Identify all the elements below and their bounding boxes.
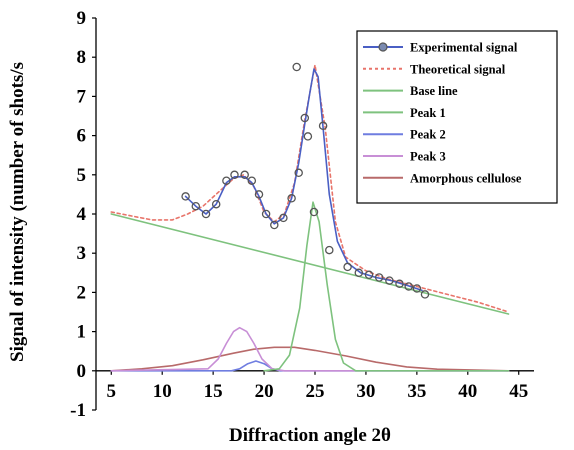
experimental-data-point: [404, 282, 413, 291]
y-tick-label: 1: [77, 322, 87, 343]
experimental-data-point: [211, 199, 221, 209]
experimental-data-point: [309, 207, 319, 217]
y-tick-label: 7: [77, 86, 87, 107]
x-tick-label: 25: [306, 381, 325, 402]
experimental-data-point: [201, 209, 211, 219]
experimental-data-point: [254, 190, 264, 199]
x-tick-label: 35: [407, 381, 426, 402]
y-tick-label: 6: [77, 126, 87, 147]
y-tick-label: 9: [77, 8, 87, 29]
x-tick-label: 10: [153, 381, 172, 402]
experimental-data-point: [230, 170, 239, 180]
y-tick-label: -1: [70, 400, 86, 421]
x-tick-label: 20: [255, 381, 274, 402]
experimental-data-point: [364, 270, 374, 280]
x-tick-label: 30: [356, 381, 375, 402]
experimental-data-point: [261, 209, 271, 219]
experimental-data-point: [303, 132, 313, 141]
y-tick-label: 3: [77, 243, 87, 264]
legend-label-base-line: Base line: [410, 84, 458, 98]
experimental-data-point: [292, 62, 301, 72]
experimental-data-point: [343, 262, 352, 272]
experimental-data-point: [385, 276, 394, 285]
legend-label-experimental-signal: Experimental signal: [410, 41, 518, 55]
x-tick-label: 45: [509, 381, 528, 402]
experimental-data-point: [270, 220, 279, 230]
legend-label-peak-1: Peak 1: [410, 106, 446, 120]
experimental-data-point: [191, 201, 201, 211]
series-peak-1: [263, 201, 510, 372]
legend-label-peak-3: Peak 3: [410, 150, 446, 164]
legend-label-theoretical-signal: Theoretical signal: [410, 62, 506, 76]
x-tick-label: 5: [107, 381, 117, 402]
y-tick-label: 2: [77, 282, 87, 303]
legend-box: [356, 30, 558, 204]
legend-marker-icon: [378, 42, 388, 52]
experimental-data-point: [420, 290, 430, 299]
experimental-data-point: [240, 170, 249, 180]
experimental-markers: [181, 62, 430, 299]
y-tick-label: 4: [77, 204, 87, 225]
y-axis-label: Signal of intensity (number of shots/s: [7, 62, 28, 362]
experimental-data-point: [374, 273, 384, 282]
experimental-data-point: [279, 213, 288, 223]
experimental-data-point: [181, 192, 190, 201]
series-base-line: [110, 213, 510, 315]
experimental-data-point: [287, 194, 296, 203]
experimental-data-point: [222, 176, 231, 185]
experimental-data-point: [354, 268, 364, 278]
experimental-data-point: [325, 245, 334, 255]
x-tick-label: 15: [204, 381, 223, 402]
x-axis-label: Diffraction angle 2θ: [229, 425, 391, 446]
series-amorphous-cellulose: [110, 346, 510, 372]
experimental-data-point: [395, 279, 404, 289]
x-tick-label: 40: [458, 381, 477, 402]
experimental-data-point: [318, 121, 328, 131]
experimental-data-point: [247, 176, 257, 185]
experimental-data-point: [412, 284, 422, 293]
y-tick-label: 8: [77, 47, 87, 68]
legend: Experimental signal Theoretical signal Bas…: [356, 30, 558, 204]
experimental-data-point: [300, 113, 310, 123]
y-tick-label: 5: [77, 165, 87, 186]
experimental-data-point: [294, 168, 303, 178]
legend-label-peak-2: Peak 2: [410, 128, 446, 142]
legend-label-amorphous-cellulose: Amorphous cellulose: [410, 171, 522, 185]
y-tick-label: 0: [77, 361, 87, 382]
